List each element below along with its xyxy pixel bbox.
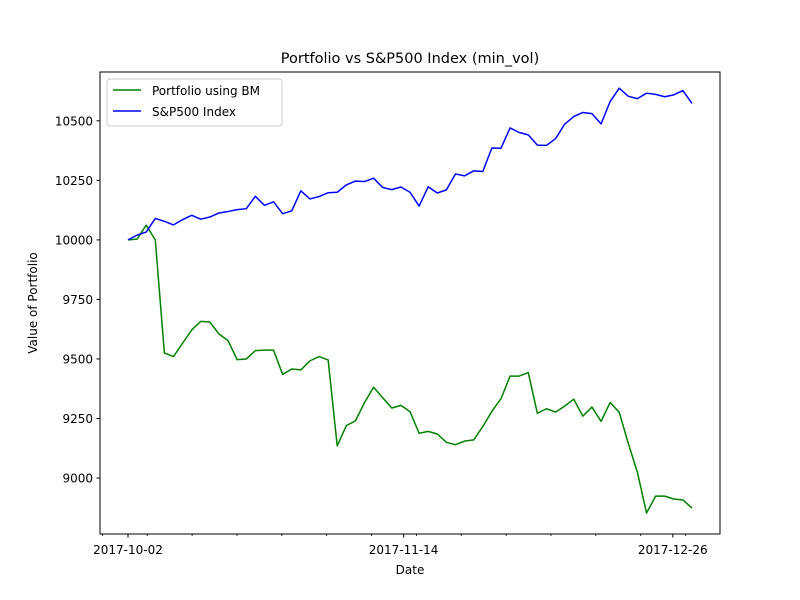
x-axis-label: Date bbox=[396, 563, 425, 577]
y-tick-label: 10500 bbox=[55, 114, 93, 128]
chart-title: Portfolio vs S&P500 Index (min_vol) bbox=[281, 51, 539, 67]
legend-box bbox=[106, 78, 283, 127]
y-tick-label: 9250 bbox=[62, 412, 93, 426]
legend-label-sp500: S&P500 Index bbox=[152, 105, 236, 119]
plot-frame bbox=[99, 71, 721, 535]
x-tick-label: 2017-12-26 bbox=[638, 543, 708, 557]
legend: Portfolio using BM S&P500 Index bbox=[106, 78, 283, 127]
series-line-portfolio bbox=[127, 224, 693, 514]
x-axis: 2017-10-02 2017-11-14 2017-12-26 bbox=[93, 534, 708, 557]
y-tick-label: 9500 bbox=[62, 352, 93, 366]
y-tick-label: 10250 bbox=[55, 174, 93, 188]
x-tick-label: 2017-11-14 bbox=[369, 543, 439, 557]
y-axis-label: Value of Portfolio bbox=[26, 252, 40, 354]
x-tick-label: 2017-10-02 bbox=[93, 543, 163, 557]
series-line-sp500 bbox=[127, 87, 693, 241]
y-axis: 9000 9250 9500 9750 10000 10250 10500 bbox=[55, 114, 100, 486]
legend-label-portfolio: Portfolio using BM bbox=[152, 84, 260, 98]
y-tick-label: 9000 bbox=[62, 472, 93, 486]
plot-lines bbox=[127, 87, 693, 514]
y-tick-label: 9750 bbox=[62, 293, 93, 307]
y-tick-label: 10000 bbox=[55, 233, 93, 247]
